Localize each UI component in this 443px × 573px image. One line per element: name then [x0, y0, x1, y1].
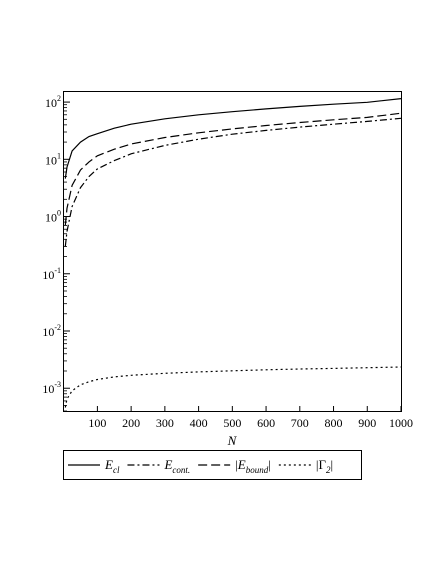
x-tick-label: 500 [223, 416, 241, 430]
legend-label-gamma2: |Γ2| [316, 457, 333, 475]
y-tick-label: 10-3 [42, 380, 61, 396]
series-line-ecl [64, 98, 402, 179]
y-tick-label: 101 [45, 151, 61, 167]
x-tick-label: 600 [257, 416, 275, 430]
x-tick-label: 100 [88, 416, 106, 430]
y-axis-ticks: 102 101 100 10-1 10-2 10-3 [42, 94, 70, 412]
y-tick-label: 10-1 [42, 266, 61, 282]
series-line-econt [64, 117, 402, 247]
series-layer [64, 98, 402, 408]
x-tick-label: 400 [190, 416, 208, 430]
x-tick-label: 700 [291, 416, 309, 430]
y-tick-label: 100 [45, 209, 61, 225]
x-axis-ticks: 100 200 300 400 500 600 700 800 900 1000 [88, 406, 413, 430]
plot-frame [63, 91, 402, 412]
x-tick-label: 200 [122, 416, 140, 430]
x-axis-label: N [227, 433, 238, 448]
y-tick-label: 10-2 [42, 323, 61, 339]
legend: Ecl Econt. |Ebound| |Γ2| [63, 450, 362, 480]
legend-label-ebound: |Ebound| [235, 457, 271, 475]
x-tick-label: 900 [358, 416, 376, 430]
x-tick-label: 300 [156, 416, 174, 430]
series-line-ebound [64, 112, 402, 226]
series-line-gamma2 [64, 366, 402, 408]
y-tick-label: 102 [45, 94, 61, 110]
x-tick-label: 1000 [389, 416, 413, 430]
x-tick-label: 800 [325, 416, 343, 430]
legend-label-econt: Econt. [163, 457, 190, 475]
legend-label-ecl: Ecl [104, 457, 120, 475]
